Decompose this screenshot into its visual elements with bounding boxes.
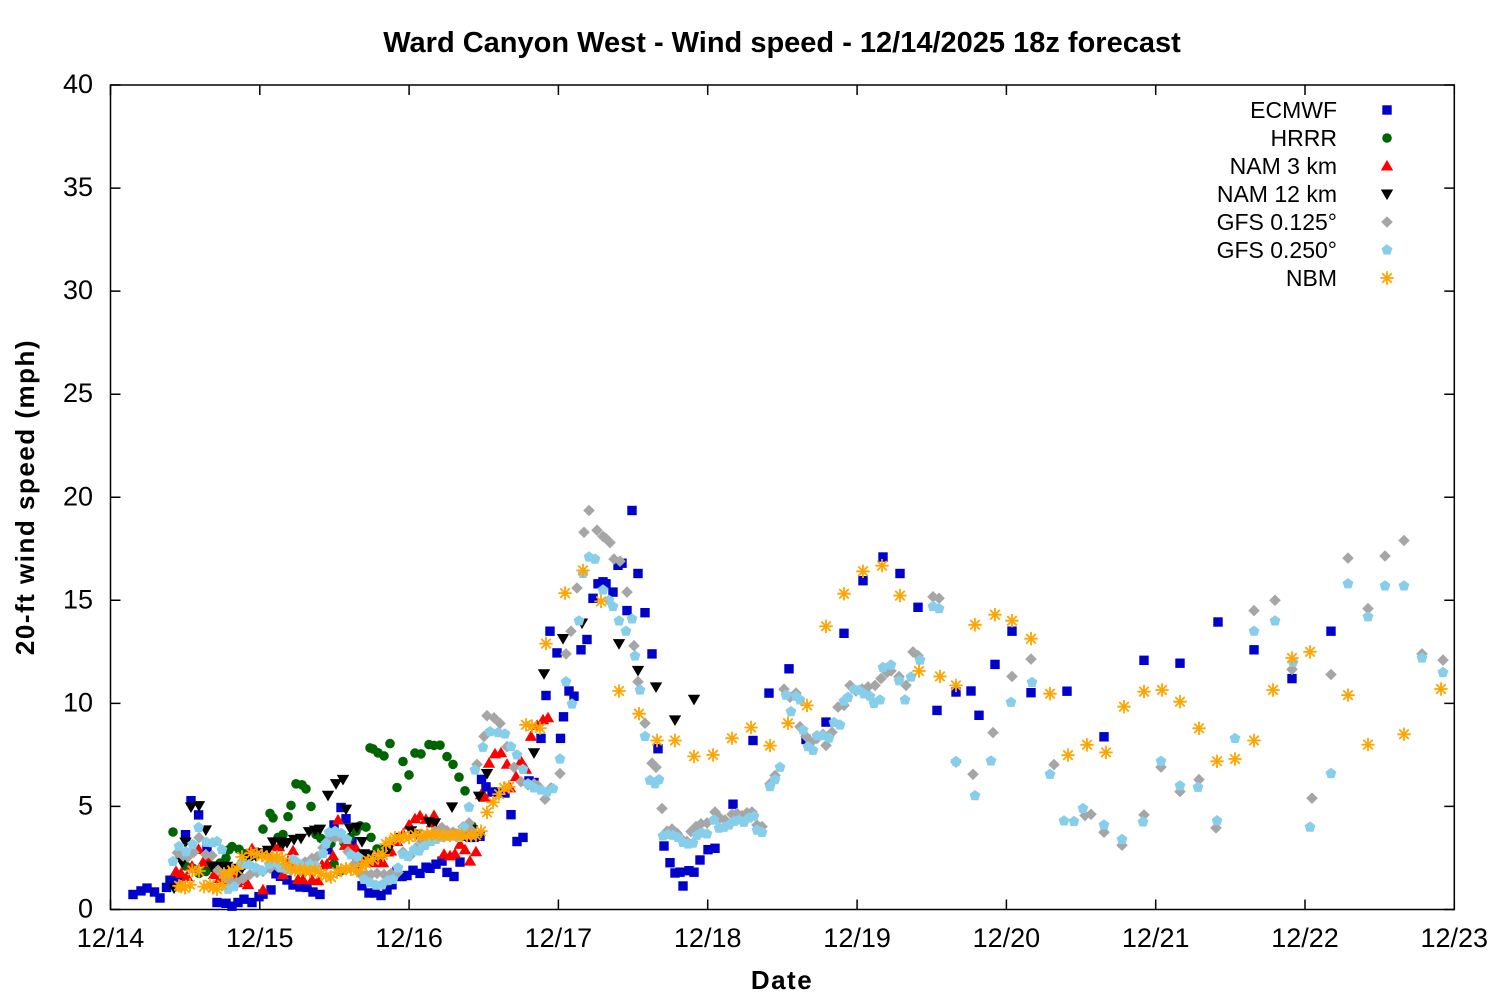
svg-text:12/19: 12/19 xyxy=(823,923,891,953)
svg-text:12/20: 12/20 xyxy=(973,923,1041,953)
svg-text:12/17: 12/17 xyxy=(525,923,593,953)
svg-text:20: 20 xyxy=(63,481,93,511)
svg-text:40: 40 xyxy=(63,69,93,99)
svg-text:35: 35 xyxy=(63,172,93,202)
svg-text:HRRR: HRRR xyxy=(1271,125,1337,151)
svg-text:25: 25 xyxy=(63,378,93,408)
svg-text:NAM 3 km: NAM 3 km xyxy=(1230,153,1337,179)
svg-text:NBM: NBM xyxy=(1286,265,1337,291)
svg-text:12/22: 12/22 xyxy=(1271,923,1339,953)
svg-text:0: 0 xyxy=(78,894,93,924)
svg-text:12/18: 12/18 xyxy=(674,923,742,953)
svg-text:12/21: 12/21 xyxy=(1122,923,1190,953)
svg-text:12/16: 12/16 xyxy=(375,923,443,953)
svg-text:12/15: 12/15 xyxy=(226,923,294,953)
svg-text:Date: Date xyxy=(751,965,813,995)
svg-text:12/23: 12/23 xyxy=(1421,923,1489,953)
svg-text:GFS 0.125°: GFS 0.125° xyxy=(1217,209,1337,235)
svg-text:10: 10 xyxy=(63,687,93,717)
svg-text:NAM 12 km: NAM 12 km xyxy=(1217,181,1337,207)
svg-text:20-ft wind speed (mph): 20-ft wind speed (mph) xyxy=(10,339,40,655)
svg-text:30: 30 xyxy=(63,275,93,305)
svg-text:Ward Canyon West - Wind speed: Ward Canyon West - Wind speed - 12/14/20… xyxy=(383,27,1181,59)
svg-text:GFS 0.250°: GFS 0.250° xyxy=(1217,237,1337,263)
svg-text:5: 5 xyxy=(78,790,93,820)
svg-text:ECMWF: ECMWF xyxy=(1250,97,1337,123)
svg-text:15: 15 xyxy=(63,584,93,614)
svg-text:12/14: 12/14 xyxy=(77,923,145,953)
